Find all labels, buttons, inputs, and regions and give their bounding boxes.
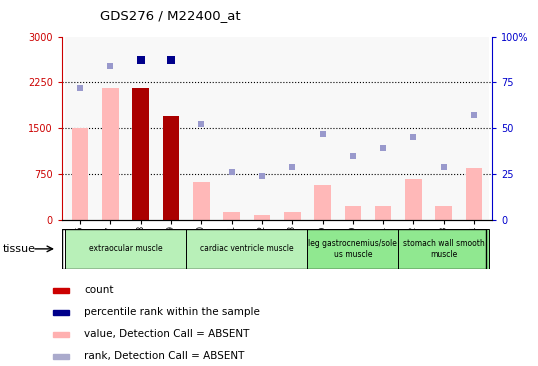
Bar [216,37,247,220]
Text: cardiac ventricle muscle: cardiac ventricle muscle [200,244,294,253]
Bar [375,206,392,220]
Bar [435,206,452,220]
Bar [223,212,240,220]
Bar [466,168,483,220]
Bar [284,212,301,220]
Bar [368,37,398,220]
Bar [277,37,307,220]
Bar [53,310,69,315]
Bar [429,37,459,220]
Bar [102,89,119,220]
Bar [53,288,69,293]
Bar [193,182,210,220]
Bar [338,37,368,220]
Bar [344,206,361,220]
Text: leg gastrocnemius/sole
us muscle: leg gastrocnemius/sole us muscle [308,239,397,259]
Bar [459,37,489,220]
Bar [125,37,156,220]
Bar [95,37,125,220]
Bar [53,332,69,337]
Text: rank, Detection Call = ABSENT: rank, Detection Call = ABSENT [84,351,245,361]
Bar [398,229,489,269]
Bar [405,179,422,220]
Text: percentile rank within the sample: percentile rank within the sample [84,307,260,317]
Text: GDS276 / M22400_at: GDS276 / M22400_at [100,9,240,22]
Text: extraocular muscle: extraocular muscle [89,244,162,253]
Bar [72,128,88,220]
Text: value, Detection Call = ABSENT: value, Detection Call = ABSENT [84,329,250,339]
Bar [307,229,398,269]
Text: count: count [84,285,114,295]
Bar [65,37,95,220]
Bar [247,37,277,220]
Bar [307,37,338,220]
Bar [186,229,307,269]
Text: stomach wall smooth
muscle: stomach wall smooth muscle [403,239,485,259]
Bar [398,37,429,220]
Text: tissue: tissue [3,244,36,254]
Bar [314,185,331,220]
Bar [156,37,186,220]
Bar [162,116,179,220]
Bar [53,354,69,359]
Bar [132,89,149,220]
Bar [65,229,186,269]
Bar [253,215,270,220]
Bar [186,37,216,220]
